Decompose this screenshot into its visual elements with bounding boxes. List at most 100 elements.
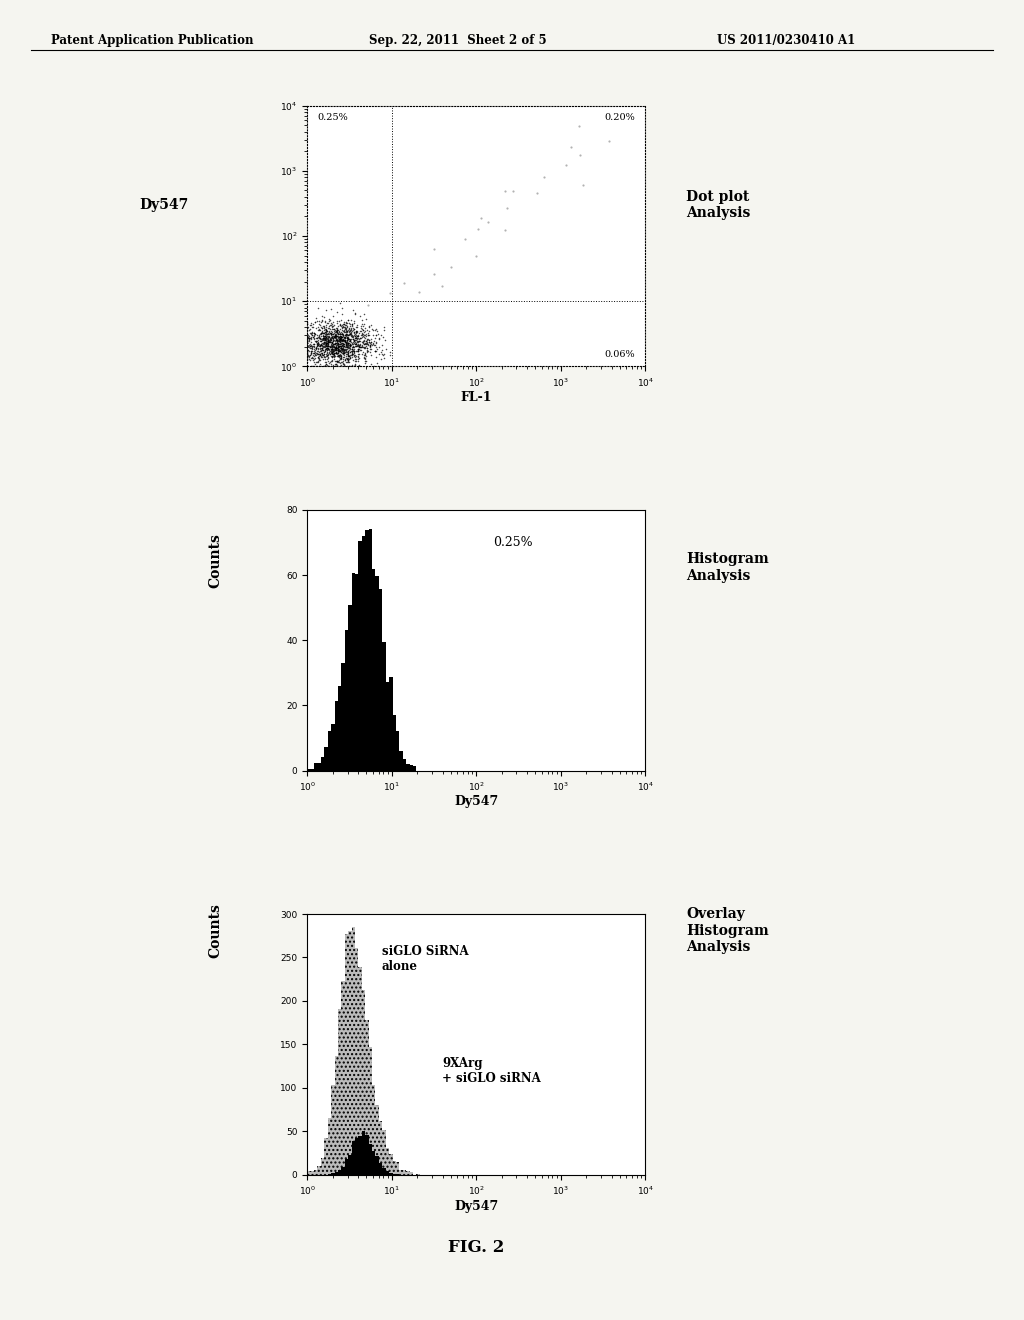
Point (325, 331, 341, 352)
Point (354, 327, 371, 348)
Point (396, 273, 413, 294)
Point (323, 338, 339, 359)
Point (326, 339, 342, 360)
Point (336, 341, 352, 362)
Point (299, 345, 315, 366)
Point (299, 339, 315, 360)
Point (331, 341, 347, 362)
Point (313, 323, 330, 345)
Point (317, 330, 334, 351)
Point (310, 325, 327, 346)
Point (352, 327, 369, 348)
Point (299, 315, 315, 337)
Point (330, 330, 346, 351)
Point (316, 355, 333, 376)
Point (326, 343, 342, 364)
Point (325, 343, 341, 364)
Point (323, 334, 339, 355)
Point (338, 351, 354, 372)
Point (338, 325, 354, 346)
Point (312, 334, 329, 355)
Point (310, 326, 327, 347)
Point (316, 339, 333, 360)
Point (335, 334, 351, 355)
Point (317, 334, 334, 355)
Point (319, 331, 336, 352)
Point (337, 342, 353, 363)
Point (353, 318, 370, 339)
Point (343, 341, 359, 362)
Point (368, 325, 384, 346)
Point (331, 341, 347, 362)
Point (339, 342, 355, 363)
Point (333, 341, 349, 362)
Point (343, 317, 359, 338)
Point (302, 335, 318, 356)
Point (332, 327, 348, 348)
Point (322, 330, 338, 351)
Point (348, 334, 365, 355)
Point (319, 318, 336, 339)
Point (332, 347, 348, 368)
Point (329, 342, 345, 363)
Point (339, 338, 355, 359)
Point (334, 315, 350, 337)
Point (335, 329, 351, 350)
Point (301, 335, 317, 356)
Point (330, 350, 346, 371)
Point (315, 329, 332, 350)
Point (337, 318, 353, 339)
Bar (348, 1155, 351, 1175)
Bar (341, 981, 345, 1175)
Point (336, 355, 352, 376)
Point (315, 346, 332, 367)
Point (332, 341, 348, 362)
Point (330, 342, 346, 363)
Point (334, 341, 350, 362)
Point (305, 343, 322, 364)
Point (339, 325, 355, 346)
Point (312, 317, 329, 338)
Point (343, 331, 359, 352)
Point (314, 345, 331, 366)
Point (345, 313, 361, 334)
Point (299, 350, 315, 371)
Point (358, 331, 375, 352)
Bar (345, 1159, 348, 1175)
Bar (331, 723, 335, 771)
Bar (355, 1138, 358, 1175)
Point (313, 339, 330, 360)
Bar (341, 1167, 345, 1175)
Point (322, 318, 338, 339)
Point (317, 323, 334, 345)
Point (357, 346, 374, 367)
Bar (321, 1158, 325, 1175)
Point (357, 335, 374, 356)
Bar (369, 1047, 372, 1175)
Point (336, 317, 352, 338)
Point (350, 329, 367, 350)
Point (337, 327, 353, 348)
Point (342, 330, 358, 351)
Point (333, 315, 349, 337)
Point (353, 315, 370, 337)
Point (330, 335, 346, 356)
Bar (355, 574, 358, 771)
Point (325, 323, 341, 345)
Point (337, 325, 353, 346)
Point (353, 334, 370, 355)
Point (349, 327, 366, 348)
Point (310, 356, 327, 378)
Point (323, 337, 339, 358)
Point (323, 327, 339, 348)
Point (308, 337, 325, 358)
Point (324, 323, 340, 345)
Point (329, 318, 345, 339)
Point (334, 333, 350, 354)
Point (571, 144, 588, 165)
Point (328, 356, 344, 378)
Point (346, 302, 362, 323)
Point (301, 326, 317, 347)
Point (342, 334, 358, 355)
Point (324, 342, 340, 363)
